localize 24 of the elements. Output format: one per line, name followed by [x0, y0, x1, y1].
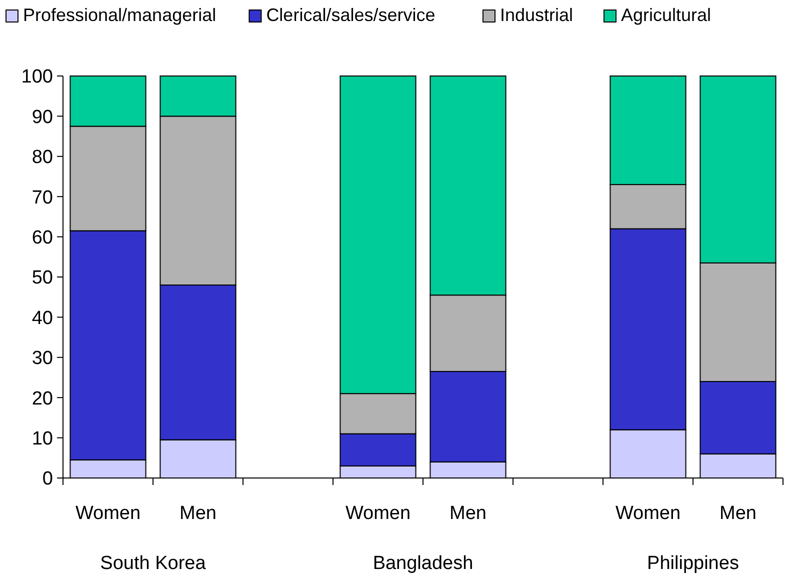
legend-label: Agricultural [621, 5, 712, 25]
x-tick-label: Women [345, 503, 411, 524]
y-tick-label: 30 [32, 348, 53, 370]
legend-label: Professional/managerial [23, 5, 216, 25]
text: Philippines [647, 553, 739, 574]
y-tick-label: 10 [32, 428, 53, 450]
x-tick-label: Women [75, 503, 141, 524]
legend-label: Clerical/sales/service [266, 5, 436, 25]
text: South Korea [100, 553, 206, 574]
y-tick-label: 60 [32, 227, 53, 248]
y-tick-label: 90 [32, 106, 53, 128]
y-tick-label: 80 [32, 147, 53, 168]
x-tick-label: Men [450, 503, 486, 524]
text: Bangladesh [372, 553, 474, 574]
y-tick-label: 50 [32, 268, 53, 289]
y-tick-label: 20 [32, 388, 53, 410]
x-tick-label: Men [720, 503, 756, 524]
y-tick-label: 100 [21, 66, 53, 88]
y-tick-label: 0 [42, 468, 53, 490]
y-tick-label: 70 [32, 187, 53, 208]
y-tick-label: 40 [32, 308, 53, 329]
legend-label: Industrial [500, 5, 574, 25]
x-tick-label: Men [180, 503, 216, 524]
x-tick-label: Women [615, 503, 681, 524]
